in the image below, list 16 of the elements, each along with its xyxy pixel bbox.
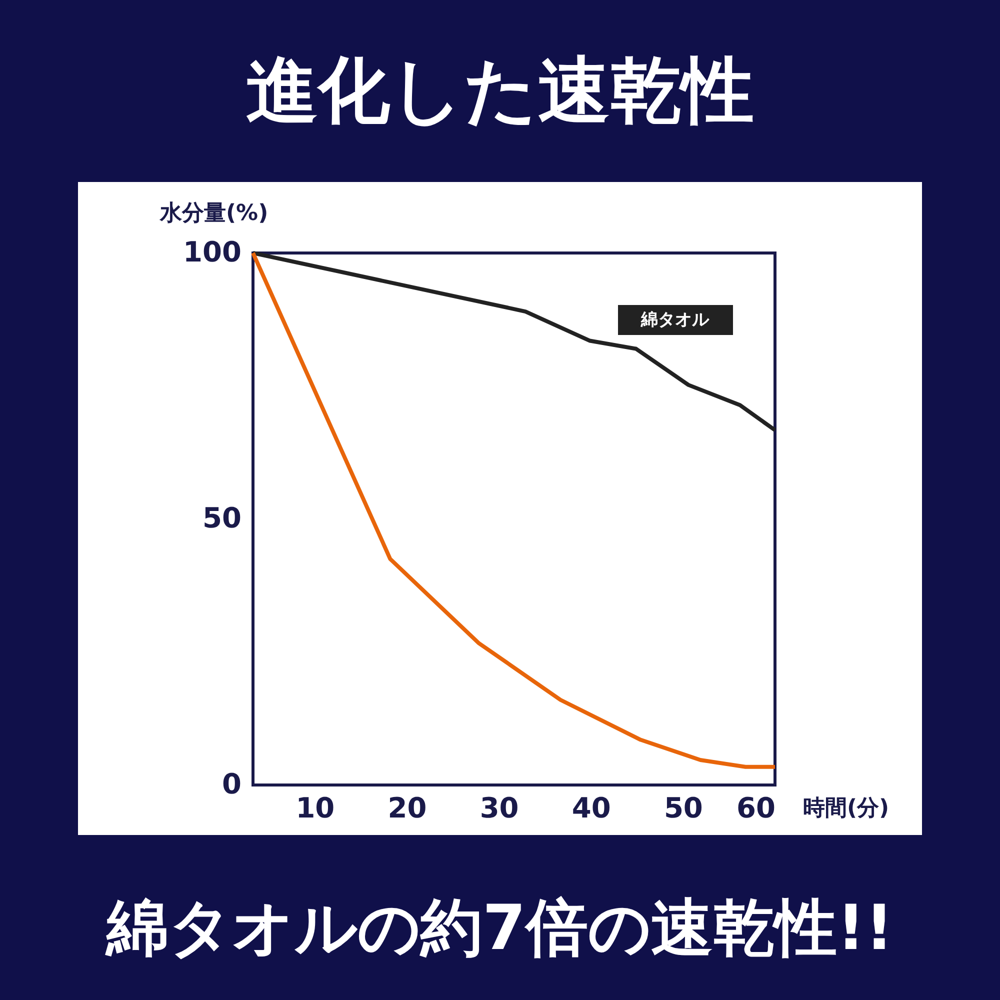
x-tick-label: 20 [388, 792, 427, 824]
x-tick-label: 60 [736, 792, 776, 824]
y-axis-title: 水分量(%) [159, 201, 268, 226]
y-tick-label: 0 [222, 768, 242, 800]
text: 綿タオルの約7倍の速乾性!! [104, 891, 894, 964]
y-tick-label: 50 [202, 502, 242, 534]
x-tick-label: 10 [296, 792, 335, 824]
line-series [251, 251, 777, 769]
y-tick-label: 100 [183, 236, 242, 268]
x-tick-label: 40 [572, 792, 611, 824]
x-axis-title: 時間(分) [803, 796, 890, 821]
x-tick-label: 30 [480, 792, 519, 824]
x-tick-label: 50 [664, 792, 703, 824]
chart-title: 進化した速乾性 [246, 48, 754, 132]
line-series [251, 251, 777, 432]
series-label: 綿タオル [640, 310, 710, 330]
